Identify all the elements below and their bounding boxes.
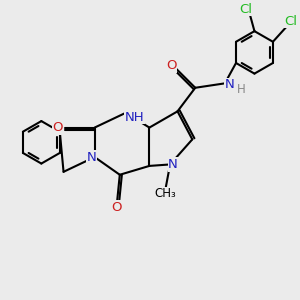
Text: O: O (112, 201, 122, 214)
Text: NH: NH (125, 111, 144, 124)
Text: N: N (224, 78, 234, 91)
Text: Cl: Cl (239, 2, 252, 16)
Text: H: H (237, 83, 245, 96)
Text: O: O (52, 121, 63, 134)
Text: O: O (166, 59, 177, 72)
Text: N: N (168, 158, 178, 171)
Text: CH₃: CH₃ (155, 188, 176, 200)
Text: Cl: Cl (284, 15, 297, 28)
Text: N: N (87, 151, 97, 164)
